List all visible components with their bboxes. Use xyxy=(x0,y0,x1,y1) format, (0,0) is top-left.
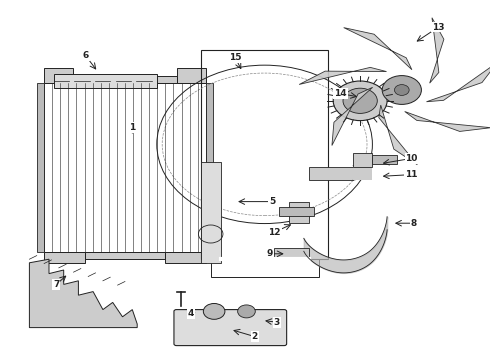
Bar xyxy=(211,259,318,277)
Polygon shape xyxy=(426,62,490,102)
Bar xyxy=(84,252,166,259)
Bar xyxy=(289,202,309,223)
Circle shape xyxy=(394,85,409,95)
Text: 13: 13 xyxy=(432,23,445,32)
Bar xyxy=(177,68,206,83)
Circle shape xyxy=(238,305,255,318)
Bar xyxy=(279,207,314,216)
Text: 15: 15 xyxy=(229,53,242,62)
Bar xyxy=(201,50,328,259)
Bar xyxy=(44,68,73,83)
FancyBboxPatch shape xyxy=(174,310,287,346)
Bar xyxy=(37,83,44,252)
Bar xyxy=(353,153,372,167)
Circle shape xyxy=(343,88,377,113)
Bar xyxy=(44,83,206,252)
Polygon shape xyxy=(343,28,412,70)
Text: 2: 2 xyxy=(252,332,258,341)
Polygon shape xyxy=(430,18,444,83)
Text: 9: 9 xyxy=(266,249,273,258)
Bar xyxy=(54,74,157,88)
Text: 3: 3 xyxy=(274,318,280,327)
Text: 8: 8 xyxy=(411,219,417,228)
Polygon shape xyxy=(379,105,417,165)
Text: 12: 12 xyxy=(268,228,281,237)
Text: 6: 6 xyxy=(83,51,89,60)
Text: 1: 1 xyxy=(129,123,135,132)
Text: 10: 10 xyxy=(405,154,418,163)
Circle shape xyxy=(333,81,387,121)
Bar xyxy=(274,248,309,259)
Bar xyxy=(353,167,372,180)
Text: 7: 7 xyxy=(53,280,60,289)
Polygon shape xyxy=(332,87,372,145)
Bar xyxy=(201,162,220,263)
Bar xyxy=(372,155,397,164)
Bar xyxy=(44,252,84,263)
Text: 14: 14 xyxy=(334,89,347,98)
Bar xyxy=(206,83,213,252)
Polygon shape xyxy=(299,67,387,85)
Polygon shape xyxy=(29,259,137,328)
Text: 4: 4 xyxy=(188,309,195,318)
Bar xyxy=(309,167,353,180)
Text: 11: 11 xyxy=(405,170,418,179)
Bar xyxy=(73,76,177,83)
Bar xyxy=(166,252,206,263)
Circle shape xyxy=(382,76,421,104)
Text: 5: 5 xyxy=(269,197,275,206)
Polygon shape xyxy=(405,112,490,131)
Circle shape xyxy=(203,303,225,319)
